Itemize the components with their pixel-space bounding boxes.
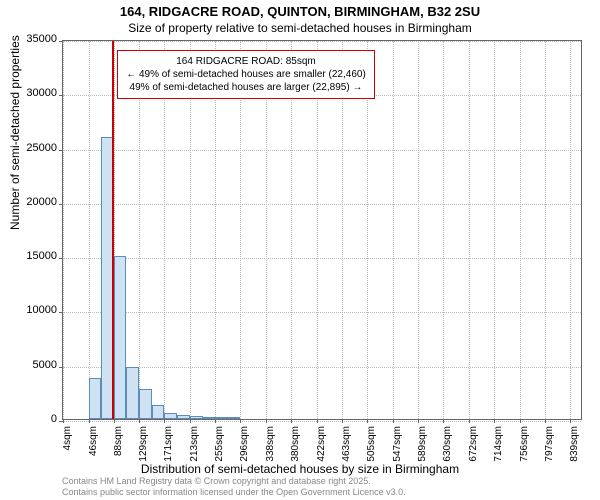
grid-line-h [63, 421, 581, 422]
histogram-bar [190, 416, 203, 419]
y-tick-label: 35000 [7, 33, 57, 45]
x-tick-mark [164, 419, 165, 423]
callout-line-1: 164 RIDGACRE ROAD: 85sqm [126, 55, 366, 68]
x-tick-label: 463sqm [341, 426, 352, 466]
grid-line-v [545, 41, 546, 419]
histogram-bar [228, 417, 240, 419]
x-tick-mark [139, 419, 140, 423]
grid-line-h [63, 367, 581, 368]
x-tick-mark [418, 419, 419, 423]
y-tick-label: 15000 [7, 250, 57, 262]
footer-line-2: Contains public sector information licen… [62, 487, 406, 498]
grid-line-v [469, 41, 470, 419]
x-tick-mark [215, 419, 216, 423]
histogram-bar [139, 389, 152, 419]
x-tick-mark [266, 419, 267, 423]
x-tick-mark [342, 419, 343, 423]
x-tick-label: 505sqm [366, 426, 377, 466]
y-tick-label: 0 [7, 413, 57, 425]
x-tick-label: 797sqm [544, 426, 555, 466]
x-tick-label: 756sqm [519, 426, 530, 466]
x-tick-mark [443, 419, 444, 423]
x-tick-label: 88sqm [113, 426, 124, 466]
grid-line-v [494, 41, 495, 419]
footer-line-1: Contains HM Land Registry data © Crown c… [62, 476, 406, 487]
x-tick-mark [114, 419, 115, 423]
x-tick-mark [570, 419, 571, 423]
x-tick-label: 296sqm [239, 426, 250, 466]
grid-line-h [63, 204, 581, 205]
x-tick-mark [545, 419, 546, 423]
x-tick-mark [469, 419, 470, 423]
grid-line-v [570, 41, 571, 419]
x-tick-mark [367, 419, 368, 423]
x-tick-label: 380sqm [290, 426, 301, 466]
grid-line-h [63, 312, 581, 313]
x-tick-label: 338sqm [265, 426, 276, 466]
histogram-bar [89, 378, 102, 419]
title-line-2: Size of property relative to semi-detach… [0, 21, 600, 35]
histogram-bar [164, 413, 177, 420]
x-tick-mark [240, 419, 241, 423]
histogram-bar [203, 417, 216, 419]
x-tick-label: 255sqm [214, 426, 225, 466]
footer-attribution: Contains HM Land Registry data © Crown c… [62, 476, 406, 498]
histogram-bar [177, 415, 190, 419]
x-tick-label: 213sqm [189, 426, 200, 466]
x-tick-label: 129sqm [138, 426, 149, 466]
marker-callout: 164 RIDGACRE ROAD: 85sqm ← 49% of semi-d… [117, 50, 375, 99]
y-tick-label: 20000 [7, 196, 57, 208]
x-tick-mark [89, 419, 90, 423]
histogram-bar [126, 367, 139, 419]
x-tick-label: 4sqm [62, 426, 73, 466]
x-tick-label: 422sqm [316, 426, 327, 466]
x-tick-mark [317, 419, 318, 423]
x-tick-label: 46sqm [88, 426, 99, 466]
x-tick-mark [393, 419, 394, 423]
x-tick-label: 630sqm [442, 426, 453, 466]
title-line-1: 164, RIDGACRE ROAD, QUINTON, BIRMINGHAM,… [0, 4, 600, 19]
y-tick-label: 10000 [7, 304, 57, 316]
grid-line-h [63, 41, 581, 42]
property-marker-line [112, 41, 114, 419]
grid-line-v [520, 41, 521, 419]
grid-line-v [89, 41, 90, 419]
x-tick-label: 839sqm [569, 426, 580, 466]
histogram-bar [215, 417, 228, 419]
x-tick-mark [494, 419, 495, 423]
callout-line-2: ← 49% of semi-detached houses are smalle… [126, 68, 366, 81]
x-tick-mark [190, 419, 191, 423]
grid-line-v [63, 41, 64, 419]
x-tick-label: 672sqm [468, 426, 479, 466]
y-tick-label: 25000 [7, 142, 57, 154]
chart-title-block: 164, RIDGACRE ROAD, QUINTON, BIRMINGHAM,… [0, 0, 600, 35]
x-tick-label: 171sqm [163, 426, 174, 466]
x-tick-label: 589sqm [417, 426, 428, 466]
y-tick-label: 30000 [7, 87, 57, 99]
histogram-bar [114, 256, 126, 419]
x-tick-mark [291, 419, 292, 423]
callout-line-3: 49% of semi-detached houses are larger (… [126, 81, 366, 94]
grid-line-h [63, 258, 581, 259]
x-tick-label: 547sqm [392, 426, 403, 466]
grid-line-h [63, 150, 581, 151]
grid-line-v [443, 41, 444, 419]
y-tick-label: 5000 [7, 359, 57, 371]
x-tick-mark [520, 419, 521, 423]
x-tick-mark [63, 419, 64, 423]
grid-line-v [418, 41, 419, 419]
grid-line-v [393, 41, 394, 419]
x-tick-label: 714sqm [493, 426, 504, 466]
histogram-bar [152, 405, 165, 419]
